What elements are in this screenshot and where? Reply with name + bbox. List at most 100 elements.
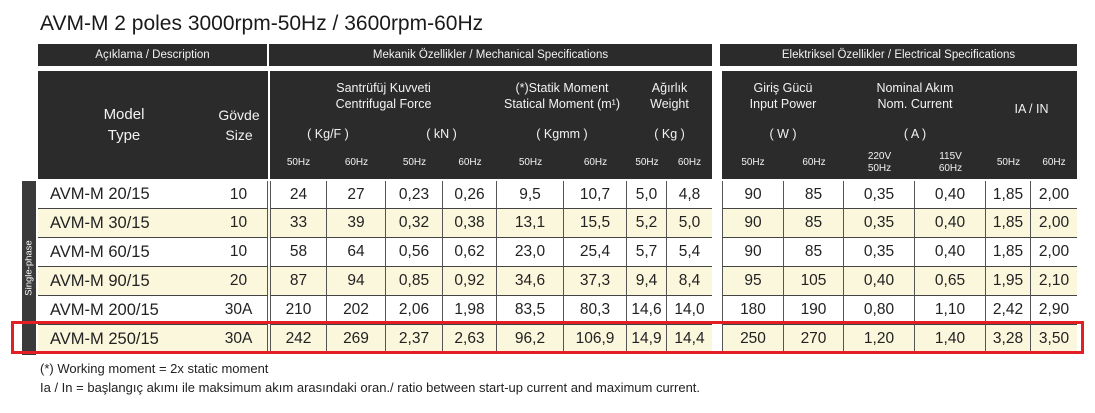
freq-115v: 115V (939, 151, 962, 162)
table-row-band (38, 296, 712, 325)
value-cell: 80,3 (564, 296, 627, 325)
value-cell: 14,6 (627, 296, 667, 325)
value-cell: 90 (722, 238, 784, 267)
value-cell: 190 (784, 296, 844, 325)
header-nominal-current-unit-text: ( A ) (903, 127, 927, 141)
electrical-group-header: Elektriksel Özellikler / Electrical Spec… (720, 44, 1077, 66)
value-cell: 202 (327, 296, 386, 325)
value-cell: 0,62 (443, 238, 497, 267)
header-nominal-current-line0: Nominal Akım (876, 81, 954, 95)
value-cell: 0,40 (915, 238, 986, 267)
table-row-band (38, 267, 712, 296)
value-cell: 83,5 (497, 296, 564, 325)
footnote-ratio: Ia / In = başlangıç akımı ile maksimum a… (40, 380, 701, 395)
freq-label: 60Hz (1042, 157, 1066, 168)
value-cell: 1,85 (986, 209, 1031, 238)
value-cell: 2,90 (1031, 296, 1077, 325)
model-cell: AVM-M 20/15 (38, 181, 210, 209)
table-row-band (38, 209, 712, 238)
value-cell: 90 (722, 181, 784, 209)
freq-header: 50Hz (722, 147, 784, 179)
header-centrifugal-force-line1: Centrifugal Force (335, 97, 432, 111)
header-nominal-current-title: Nominal Akım Nom. Current (844, 71, 986, 121)
value-cell: 2,00 (1031, 238, 1077, 267)
freq-header: 60Hz (564, 147, 627, 179)
header-weight-line0: Ağırlık (651, 81, 688, 95)
freq-label: 60Hz (583, 157, 608, 168)
freq-label: 50Hz (635, 157, 659, 168)
value-cell: 0,92 (443, 267, 497, 296)
freq-115v-hz: 60Hz (938, 163, 963, 174)
table-row-band (722, 267, 1077, 296)
value-cell: 85 (784, 238, 844, 267)
header-input-power-line0: Giriş Gücü (753, 81, 813, 95)
value-cell: 0,23 (386, 181, 443, 209)
freq-label: 50Hz (286, 157, 311, 168)
value-cell: 64 (327, 238, 386, 267)
value-cell: 8,4 (667, 267, 712, 296)
value-cell: 1,95 (986, 267, 1031, 296)
value-cell: 4,8 (667, 181, 712, 209)
table-row-band (722, 238, 1077, 267)
value-cell: 0,85 (386, 267, 443, 296)
freq-label: 50Hz (402, 157, 427, 168)
value-cell: 2,00 (1031, 181, 1077, 209)
value-cell: 0,38 (443, 209, 497, 238)
header-nominal-current-line1: Nom. Current (877, 97, 953, 111)
value-cell: 2,06 (386, 296, 443, 325)
header-ia-in: IA / IN (986, 71, 1077, 147)
value-cell: 5,7 (627, 238, 667, 267)
value-cell: 5,0 (667, 209, 712, 238)
value-cell: 10 (210, 238, 268, 267)
freq-label: 50Hz (996, 157, 1021, 168)
header-weight-unit-text: ( Kg ) (654, 127, 685, 141)
value-cell: 87 (270, 267, 327, 296)
header-static-moment-unit-text: ( Kgmm ) (536, 127, 588, 141)
value-cell: 105 (784, 267, 844, 296)
value-cell: 14,0 (667, 296, 712, 325)
header-static-moment-title: (*)Statik Moment Statical Moment (m¹) (497, 71, 627, 121)
header-model: Model Type (38, 71, 210, 179)
value-cell: 0,40 (915, 209, 986, 238)
value-cell: 180 (722, 296, 784, 325)
freq-label: 50Hz (741, 157, 765, 168)
freq-header: 220V 50Hz (844, 147, 915, 179)
value-cell: 2,10 (1031, 267, 1077, 296)
freq-label: 60Hz (677, 157, 702, 168)
value-cell: 27 (327, 181, 386, 209)
freq-header: 50Hz (627, 147, 667, 179)
value-cell: 90 (722, 209, 784, 238)
freq-header: 115V 60Hz (915, 147, 986, 179)
header-weight-title: Ağırlık Weight (627, 71, 712, 121)
header-input-power-title: Giriş Gücü Input Power (722, 71, 844, 121)
value-cell: 210 (270, 296, 327, 325)
header-centrifugal-force-unit-text: ( kN ) (426, 127, 457, 141)
mechanical-group-header: Mekanik Özellikler / Mechanical Specific… (269, 44, 712, 66)
value-cell: 0,32 (386, 209, 443, 238)
header-centrifugal-force-title: Santrüfüj Kuvveti Centrifugal Force (270, 71, 497, 121)
header-body-l2: Size (225, 127, 253, 143)
value-cell: 0,35 (844, 181, 915, 209)
value-cell: 9,5 (497, 181, 564, 209)
value-cell: 2,42 (986, 296, 1031, 325)
value-cell: 0,56 (386, 238, 443, 267)
value-cell: 20 (210, 267, 268, 296)
header-input-power-line1: Input Power (749, 97, 817, 111)
footnote-working-moment: (*) Working moment = 2x static moment (40, 361, 269, 376)
freq-220v: 220V (867, 151, 892, 162)
table-row-band (38, 238, 712, 267)
value-cell: 24 (270, 181, 327, 209)
freq-header: 60Hz (443, 147, 497, 179)
value-cell: 95 (722, 267, 784, 296)
freq-header: 60Hz (1031, 147, 1077, 179)
freq-header: 60Hz (784, 147, 844, 179)
header-body-l1: Gövde (218, 107, 260, 123)
value-cell: 85 (784, 181, 844, 209)
highlight-box (11, 321, 1084, 354)
value-cell: 5,2 (627, 209, 667, 238)
value-cell: 1,10 (915, 296, 986, 325)
header-ia-in-text: IA / IN (1014, 102, 1049, 116)
header-centrifugal-force-line0: Santrüfüj Kuvveti (336, 81, 431, 95)
value-cell: 5,4 (667, 238, 712, 267)
header-weight-line1: Weight (650, 97, 689, 111)
